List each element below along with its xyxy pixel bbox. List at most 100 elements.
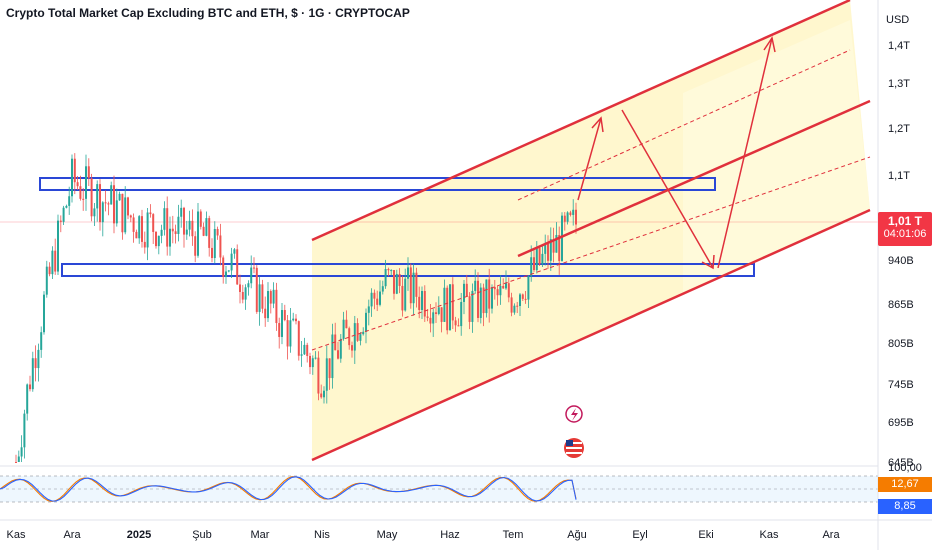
candle-body xyxy=(558,234,561,261)
candle-body xyxy=(538,247,541,265)
candle-body xyxy=(76,182,79,187)
candle-body xyxy=(90,178,93,217)
candle-body xyxy=(269,291,272,304)
candle-body xyxy=(555,234,558,253)
candle-body xyxy=(233,249,236,254)
oscillator-k-value: 12,67 xyxy=(878,477,932,492)
candle-body xyxy=(491,287,493,309)
candle-body xyxy=(59,220,62,222)
candle-body xyxy=(121,193,124,233)
price-axis[interactable]: 1,4T 1,3T 1,2T 1,1T 940B 865B 805B 745B 695B 645B xyxy=(888,40,914,469)
candle-body xyxy=(353,323,356,351)
candle-body xyxy=(390,270,393,272)
candle-body xyxy=(99,184,101,223)
candle-body xyxy=(132,217,135,232)
candle-body xyxy=(502,285,505,289)
candle-body xyxy=(359,334,362,341)
candle-body xyxy=(426,316,429,318)
candle-body xyxy=(289,320,292,347)
price-tick-label: 645B xyxy=(888,457,914,469)
candle-body xyxy=(138,216,141,239)
lightning-icon[interactable] xyxy=(565,405,583,423)
candle-body xyxy=(320,393,323,398)
time-tick-label: Eki xyxy=(698,529,713,541)
candle-body xyxy=(85,166,87,199)
channel-fill-forecast xyxy=(683,20,870,292)
candle-body xyxy=(446,287,449,331)
projection-arrows[interactable] xyxy=(577,36,776,270)
time-tick-label: 2025 xyxy=(127,529,151,541)
oscillator-top-label: 100,00 xyxy=(888,462,922,474)
candle-body xyxy=(393,270,395,294)
candle-body xyxy=(124,197,127,233)
candle-body xyxy=(328,358,331,379)
candle-body xyxy=(449,284,451,331)
candle-body xyxy=(23,413,26,448)
candle-body xyxy=(208,218,211,248)
candle-body xyxy=(225,271,227,277)
candle-body xyxy=(250,267,253,284)
candle-body xyxy=(183,207,185,235)
candle-body xyxy=(404,278,407,311)
candle-body xyxy=(479,287,482,318)
time-tick-label: Kas xyxy=(7,529,26,541)
candle-body xyxy=(488,279,491,309)
candle-body xyxy=(174,231,177,234)
price-tick-label: 1,2T xyxy=(888,123,910,135)
candle-body xyxy=(381,286,384,292)
channel-mid-line[interactable] xyxy=(517,99,871,258)
candle-body xyxy=(323,390,325,398)
time-tick-label: Ağu xyxy=(567,529,587,541)
last-price-tag: 1,01 T 04:01:06 xyxy=(878,212,932,246)
candle-body xyxy=(451,284,454,321)
candle-body xyxy=(496,289,499,296)
candle-body xyxy=(418,296,421,310)
time-tick-label: Şub xyxy=(192,529,212,541)
time-tick-label: Kas xyxy=(760,529,779,541)
candle-body xyxy=(317,357,320,394)
channel-quarter-upper xyxy=(517,49,851,201)
candle-body xyxy=(163,208,166,230)
currency-label[interactable]: USD xyxy=(886,14,910,26)
candle-body xyxy=(482,287,485,314)
candle-body xyxy=(437,307,440,314)
candle-body xyxy=(309,355,311,368)
candle-body xyxy=(281,310,283,337)
candle-body xyxy=(513,305,516,313)
channel-lower-line[interactable] xyxy=(311,208,871,462)
candle-body xyxy=(101,202,104,223)
candle-body xyxy=(463,283,465,302)
price-tick-label: 940B xyxy=(888,255,914,267)
candle-body xyxy=(407,267,409,279)
candle-body xyxy=(188,220,191,230)
time-axis[interactable]: Kas Ara 2025 Şub Mar Nis May Haz Tem Ağu Eyl Eki Kas… xyxy=(7,529,841,541)
candle-body xyxy=(15,462,17,463)
candle-body xyxy=(362,331,365,335)
price-tick-label: 805B xyxy=(888,338,914,350)
candle-body xyxy=(73,158,76,183)
candle-body xyxy=(395,273,398,294)
candle-body xyxy=(337,350,339,359)
candle-body xyxy=(146,212,149,248)
us-flag-icon[interactable] xyxy=(564,438,584,458)
candle-body xyxy=(62,207,65,222)
candle-body xyxy=(454,320,457,326)
candle-body xyxy=(180,207,183,217)
candle-body xyxy=(31,358,34,390)
candle-body xyxy=(155,231,157,247)
candle-body xyxy=(376,298,379,305)
candle-body xyxy=(247,283,250,288)
candle-body xyxy=(303,344,306,355)
candle-body xyxy=(342,319,345,339)
candle-body xyxy=(549,239,552,261)
candle-body xyxy=(45,266,48,295)
resistance-zone[interactable] xyxy=(39,177,716,191)
candle-body xyxy=(230,253,233,271)
candle-body xyxy=(421,291,423,310)
candle-body xyxy=(429,317,432,324)
channel-upper-line[interactable] xyxy=(311,0,851,242)
candle-body xyxy=(457,325,460,327)
candle-body xyxy=(524,298,527,300)
candle-body xyxy=(40,332,43,350)
